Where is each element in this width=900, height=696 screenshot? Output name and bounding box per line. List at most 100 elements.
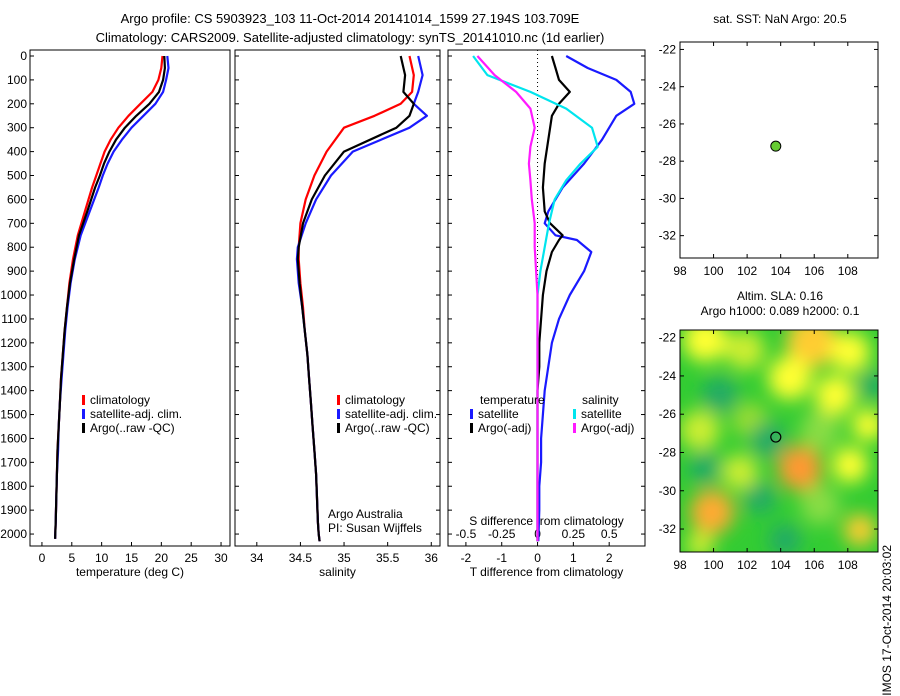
legend-swatch <box>470 423 473 433</box>
sla-field <box>680 330 878 552</box>
y-tick-label: 1600 <box>0 431 27 445</box>
y-tick-label: 1100 <box>1 312 27 326</box>
legend-swatch <box>337 395 340 405</box>
x-axis-label: salinity <box>319 565 356 579</box>
temperature-panel: 0100200300400500600700800900100011001200… <box>0 49 231 579</box>
y-tick-label: 100 <box>7 73 27 87</box>
sla-blob <box>830 332 870 372</box>
y-tick-label: -30 <box>659 484 677 498</box>
legend-swatch <box>82 395 85 405</box>
legend-swatch <box>573 423 576 433</box>
legend-swatch <box>337 423 340 433</box>
x-tick-label: 36 <box>425 551 439 565</box>
legend-swatch <box>82 409 85 419</box>
x-tick-label: 98 <box>673 558 687 572</box>
legend-entry: Argo(..raw -QC) <box>90 421 175 435</box>
sla-blob <box>725 330 765 370</box>
x-tick-label: 0 <box>39 551 46 565</box>
legend-header: temperature <box>480 393 545 407</box>
argo-position-marker <box>770 140 782 152</box>
y-tick-label: 1200 <box>0 336 27 350</box>
y-tick-label: -32 <box>659 522 677 536</box>
x-tick-label: 98 <box>673 264 687 278</box>
y-tick-label: 1700 <box>0 455 27 469</box>
legend-header: salinity <box>582 393 619 407</box>
y-tick-label: -22 <box>659 331 677 345</box>
sla-blob <box>690 490 734 534</box>
y-tick-label: 1900 <box>0 503 27 517</box>
x-tick-label: 34.5 <box>289 551 313 565</box>
legend-swatch <box>573 409 576 419</box>
sst-map-panel: sat. SST: NaN Argo: 20.5 -22 -24 -26 -28 -30 -… <box>659 12 879 278</box>
y-tick-label: -30 <box>659 191 677 205</box>
y-tick-label: 0 <box>20 49 27 63</box>
sla-blob <box>680 410 720 450</box>
sla-blob <box>750 422 786 458</box>
x-tick-label: 10 <box>95 551 109 565</box>
sla-blob <box>702 377 738 413</box>
salinity-panel: 34 34.5 35 35.5 36 salinity climatologysatelli… <box>234 49 441 579</box>
y-tick-label: 700 <box>7 216 27 230</box>
x-tick-label: 104 <box>771 264 791 278</box>
x-tick-label: 25 <box>185 551 199 565</box>
x-tick-label: 108 <box>838 264 858 278</box>
title-line-2: Climatology: CARS2009. Satellite-adjuste… <box>96 30 605 45</box>
s-tick-label: 0.5 <box>601 527 618 541</box>
x-tick-label: 100 <box>704 558 724 572</box>
sla-blob <box>852 409 878 441</box>
legend-swatch <box>470 409 473 419</box>
series-line <box>54 55 164 539</box>
x-axis-label: temperature (deg C) <box>76 565 184 579</box>
x-tick-label: -1 <box>496 551 507 565</box>
x-axis-label: T difference from climatology <box>470 565 624 579</box>
x-tick-label: 2 <box>606 551 613 565</box>
y-tick-label: 600 <box>7 192 27 206</box>
sla-blob <box>815 375 855 415</box>
y-tick-label: 800 <box>7 240 27 254</box>
x-tick-label: 20 <box>155 551 169 565</box>
y-tick-label: -24 <box>659 369 677 383</box>
title-line-1: Argo profile: CS 5903923_103 11-Oct-2014… <box>121 11 580 26</box>
y-tick-label: -26 <box>659 117 677 131</box>
series-line <box>536 55 571 542</box>
x-tick-label: 108 <box>838 558 858 572</box>
y-tick-label: 2000 <box>0 527 27 541</box>
legend-entry: Argo(..raw -QC) <box>345 421 430 435</box>
annotation-text: PI: Susan Wijffels <box>328 521 422 535</box>
x-tick-label: 102 <box>737 558 757 572</box>
legend-entry: Argo(-adj) <box>581 421 634 435</box>
y-tick-label: -24 <box>659 80 677 94</box>
s-tick-label: -0.5 <box>456 527 477 541</box>
sla-blob <box>722 454 758 490</box>
sla-blob <box>778 446 822 490</box>
y-tick-label: 1400 <box>0 384 27 398</box>
legend-entry: satellite <box>581 407 622 421</box>
sla-blob <box>858 371 878 399</box>
y-tick-label: -26 <box>659 407 677 421</box>
x-tick-label: 30 <box>214 551 228 565</box>
series-line <box>537 55 636 542</box>
plot-frame <box>679 41 879 259</box>
sla-blob <box>768 356 812 400</box>
legend-entry: satellite-adj. clim. <box>345 407 437 421</box>
y-tick-label: 1500 <box>0 408 27 422</box>
sla-blob <box>800 485 840 525</box>
legend-entry: Argo(-adj) <box>478 421 531 435</box>
sla-blob <box>683 330 727 362</box>
legend-entry: satellite-adj. clim. <box>90 407 182 421</box>
series-line <box>54 55 166 539</box>
y-tick-label: 200 <box>7 97 27 111</box>
difference-panel: -2 -1 0 1 2-0.5 -0.25 0 0.25 0.5S difference fro… <box>447 49 646 579</box>
x-tick-label: 35.5 <box>376 551 400 565</box>
legend-entry: satellite <box>478 407 519 421</box>
legend-entry: climatology <box>345 393 405 407</box>
x-tick-label: 102 <box>737 264 757 278</box>
sla-blob <box>769 524 801 552</box>
annotation-text: Argo Australia <box>328 507 403 521</box>
x-tick-label: 34 <box>250 551 264 565</box>
y-tick-label: -28 <box>659 445 677 459</box>
s-axis-label: S difference from climatology <box>469 514 624 528</box>
y-tick-label: 300 <box>7 121 27 135</box>
y-tick-label: 400 <box>7 145 27 159</box>
